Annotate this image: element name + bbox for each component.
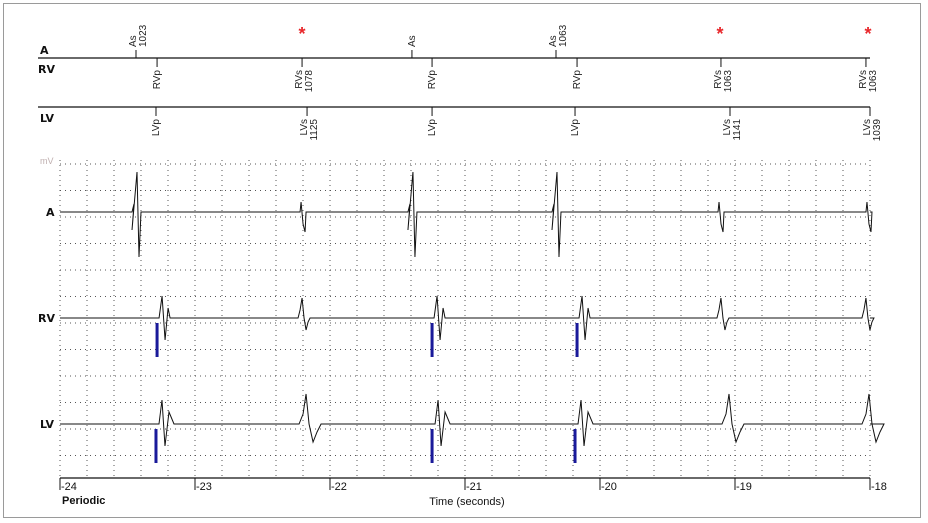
channel-label-rv: RV xyxy=(38,312,55,325)
trace-rv xyxy=(60,295,875,341)
rv-marker-label: RVp xyxy=(152,70,163,90)
x-axis-title: Time (seconds) xyxy=(429,496,504,508)
lv-marker-label: LVs1125 xyxy=(299,119,320,141)
channel-label-lv: LV xyxy=(40,418,54,431)
a-marker-label: As1063 xyxy=(548,24,569,47)
rv-pace-spike xyxy=(430,323,434,357)
a-star-marker: * xyxy=(299,24,306,44)
rv-pace-spike xyxy=(155,323,159,357)
lv-marker-label: LVp xyxy=(570,119,581,136)
rv-marker-label: RVp xyxy=(427,70,438,90)
marker-label-lv: LV xyxy=(40,112,54,125)
lv-pace-spike xyxy=(573,429,577,463)
egm-window xyxy=(3,3,921,518)
rv-marker-label: RVs1063 xyxy=(858,70,879,93)
lv-marker-label: LVs1141 xyxy=(722,119,743,141)
mode-label: Periodic xyxy=(62,495,105,507)
marker-label-a: A xyxy=(40,44,49,57)
marker-label-rv: RV xyxy=(38,63,55,76)
rv-marker-label: RVp xyxy=(572,70,583,90)
a-star-marker: * xyxy=(864,24,871,44)
lv-marker-label: LVs1039 xyxy=(862,119,883,142)
rv-marker-label: RVs1078 xyxy=(294,70,315,93)
lv-pace-spike xyxy=(154,429,158,463)
x-tick-label: -20 xyxy=(601,481,617,493)
rv-pace-spike xyxy=(575,323,579,357)
x-tick-label: -24 xyxy=(61,481,77,493)
trace-a xyxy=(60,171,873,258)
x-tick-label: -21 xyxy=(466,481,482,493)
channel-label-a: A xyxy=(46,206,55,219)
trace-lv xyxy=(60,393,885,447)
a-marker-label: As xyxy=(407,35,418,47)
x-tick-label: -23 xyxy=(196,481,212,493)
x-tick-label: -22 xyxy=(331,481,347,493)
rv-marker-label: RVs1063 xyxy=(713,70,734,93)
x-tick-label: -18 xyxy=(871,481,887,493)
x-tick-label: -19 xyxy=(736,481,752,493)
lv-marker-label: LVp xyxy=(427,119,438,136)
unit-label: mV xyxy=(40,156,54,166)
lv-marker-label: LVp xyxy=(151,119,162,136)
a-star-marker: * xyxy=(717,24,724,44)
a-marker-label: As1023 xyxy=(128,24,149,47)
lv-pace-spike xyxy=(430,429,434,463)
